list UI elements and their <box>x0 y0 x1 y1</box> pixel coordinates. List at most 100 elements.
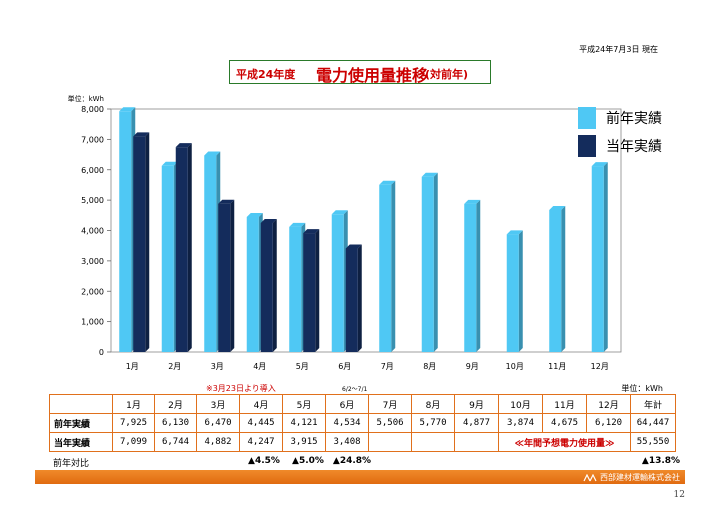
y-tick-label: 6,000 <box>81 166 104 175</box>
bar-prev-11-top <box>549 205 566 210</box>
curr-cell: 3,915 <box>282 432 326 452</box>
yoy-apr: ▲4.5% <box>248 456 280 466</box>
bar-prev-7 <box>379 184 392 352</box>
table-row-curr: 当年実績 7,099 6,744 4,882 4,247 3,915 3,408… <box>49 432 676 452</box>
header-cell: 3月 <box>196 394 240 414</box>
table-header-row: 1月 2月 3月 4月 5月 6月 7月 8月 9月 10月 11月 12月 年… <box>49 394 676 414</box>
footer-bar: 西部建材運輸株式会社 <box>35 470 685 484</box>
bar-prev-12-top <box>591 162 608 167</box>
x-tick-label: 3月 <box>211 362 224 371</box>
bar-curr-3-top <box>218 199 235 204</box>
y-tick-label: 0 <box>99 348 104 357</box>
bar-curr-5-top <box>303 229 320 234</box>
curr-cell: 4,882 <box>196 432 240 452</box>
title-suffix: (対前年) <box>425 68 469 81</box>
legend-swatch-prev <box>578 107 596 129</box>
y-tick-label: 8,000 <box>81 105 104 114</box>
bar-curr-2-side <box>187 143 192 352</box>
x-tick-label: 6月 <box>338 362 351 371</box>
bar-prev-4 <box>246 216 259 352</box>
header-cell: 1月 <box>112 394 155 414</box>
bar-prev-2 <box>161 165 174 352</box>
bar-curr-1-side <box>145 132 150 352</box>
prev-cell: 3,874 <box>498 413 543 433</box>
bar-prev-8-side <box>433 172 438 352</box>
bar-prev-8 <box>421 176 434 352</box>
empty-cell <box>411 432 455 452</box>
curr-cell: 6,744 <box>154 432 197 452</box>
bar-prev-10-top <box>506 230 523 235</box>
bar-prev-6 <box>331 214 344 352</box>
bar-prev-9-top <box>464 199 481 204</box>
row-label-prev: 前年実績 <box>49 413 113 433</box>
bar-prev-12 <box>591 166 604 352</box>
header-cell: 12月 <box>586 394 631 414</box>
y-tick-label: 2,000 <box>81 287 104 296</box>
table-unit-label: 単位：kWh <box>621 384 663 393</box>
x-tick-label: 9月 <box>466 362 479 371</box>
prev-cell: 6,120 <box>586 413 631 433</box>
bar-prev-1 <box>119 111 132 352</box>
yoy-jun: ▲24.8% <box>332 456 372 466</box>
header-cell: 2月 <box>154 394 197 414</box>
bar-curr-1-top <box>133 132 150 137</box>
yoy-total: ▲13.8% <box>641 456 681 466</box>
prev-cell: 4,534 <box>325 413 369 433</box>
y-axis-label: 単位：kWh <box>68 94 104 103</box>
yoy-may: ▲5.0% <box>292 456 324 466</box>
bar-curr-5 <box>303 233 316 352</box>
bar-prev-11 <box>549 209 562 352</box>
x-tick-label: 4月 <box>253 362 266 371</box>
header-cell: 11月 <box>542 394 587 414</box>
bar-prev-3 <box>204 155 217 352</box>
prev-cell: 7,925 <box>112 413 155 433</box>
bar-prev-12-side <box>603 162 608 352</box>
bar-curr-6-side <box>357 244 362 352</box>
bar-prev-11-side <box>561 205 566 352</box>
header-cell: 7月 <box>368 394 412 414</box>
legend-item-prev: 前年実績 <box>578 107 662 129</box>
header-cell: 4月 <box>239 394 283 414</box>
bar-prev-1-top <box>119 107 136 112</box>
header-cell: 8月 <box>411 394 455 414</box>
bar-curr-5-side <box>315 229 320 352</box>
bar-prev-5-top <box>289 222 306 227</box>
bar-prev-10 <box>506 234 519 352</box>
bar-curr-6-top <box>345 244 362 249</box>
table-corner-cell <box>49 394 113 414</box>
bar-curr-2-top <box>175 143 192 148</box>
prev-total-cell: 64,447 <box>630 413 676 433</box>
row-label-curr: 当年実績 <box>49 432 113 452</box>
prev-cell: 4,445 <box>239 413 283 433</box>
plot-area <box>110 108 622 353</box>
yoy-label: 前年対比 <box>53 459 90 469</box>
curr-cell: 7,099 <box>112 432 155 452</box>
bar-prev-7-top <box>379 180 396 185</box>
table-row-prev: 前年実績 7,925 6,130 6,470 4,445 4,121 4,534… <box>49 413 676 433</box>
bar-curr-6 <box>345 248 358 352</box>
company-block: 西部建材運輸株式会社 <box>583 472 680 483</box>
y-tick-label: 4,000 <box>81 227 104 236</box>
bar-prev-9-side <box>476 199 481 352</box>
curr-cell: 3,408 <box>325 432 369 452</box>
y-tick-label: 3,000 <box>81 257 104 266</box>
title-fiscal-year: 平成24年度 <box>236 68 296 81</box>
prev-cell: 4,877 <box>454 413 499 433</box>
bar-prev-4-top <box>246 212 263 217</box>
bar-prev-9 <box>464 203 477 352</box>
header-cell: 6月 <box>325 394 369 414</box>
bar-prev-5 <box>289 226 302 352</box>
page-number: 12 <box>673 490 685 500</box>
bar-prev-7-side <box>391 180 396 352</box>
header-cell: 5月 <box>282 394 326 414</box>
x-tick-label: 8月 <box>423 362 436 371</box>
bar-curr-4-top <box>260 218 277 223</box>
prev-cell: 5,770 <box>411 413 455 433</box>
curr-cell: 4,247 <box>239 432 283 452</box>
bar-prev-10-side <box>518 230 523 352</box>
date-label: 平成24年7月3日 現在 <box>579 45 658 54</box>
legend-label-prev: 前年実績 <box>606 111 662 127</box>
bar-prev-8-top <box>421 172 438 177</box>
prev-cell: 5,506 <box>368 413 412 433</box>
intro-note: ※3月23日より導入 <box>206 384 276 393</box>
